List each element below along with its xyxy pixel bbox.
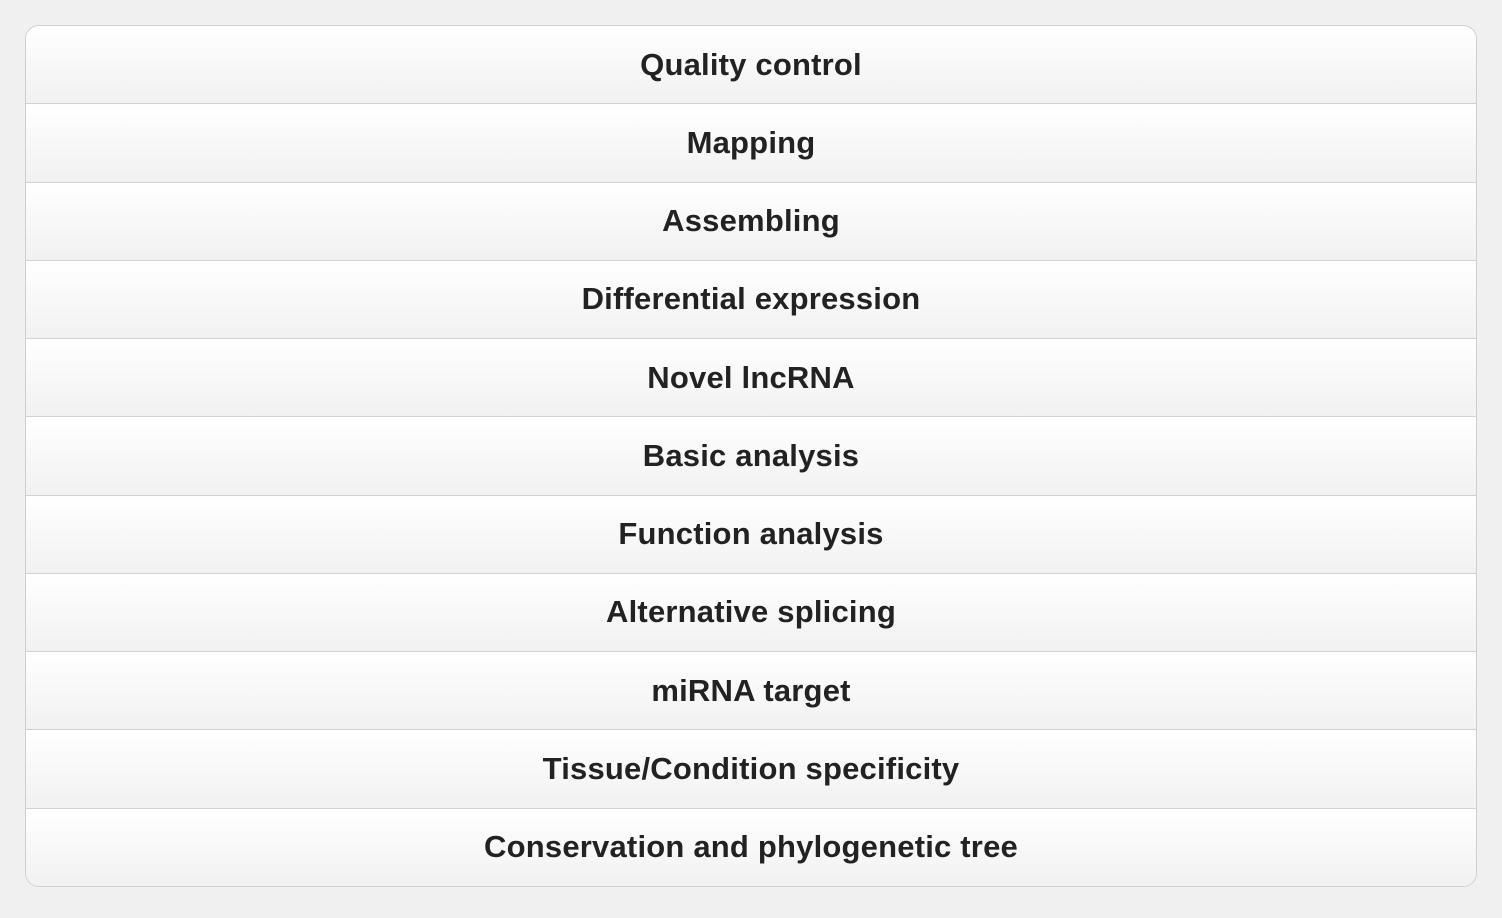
menu-item-mapping[interactable]: Mapping xyxy=(26,104,1476,183)
menu-item-differential-expression[interactable]: Differential expression xyxy=(26,260,1476,340)
menu-item-novel-lncrna[interactable]: Novel lncRNA xyxy=(26,339,1476,418)
menu-item-label: Mapping xyxy=(686,124,816,160)
menu-item-label: Differential expression xyxy=(581,281,921,317)
menu-item-label: Assembling xyxy=(662,203,840,239)
menu-item-label: Basic analysis xyxy=(642,437,860,473)
menu-item-label: Conservation and phylogenetic tree xyxy=(484,829,1018,865)
menu-item-label: Tissue/Condition specificity xyxy=(542,751,960,787)
menu-item-alternative-splicing[interactable]: Alternative splicing xyxy=(26,573,1476,653)
menu-item-conservation-phylogenetic-tree[interactable]: Conservation and phylogenetic tree xyxy=(26,808,1476,886)
menu-item-label: Novel lncRNA xyxy=(647,359,855,395)
menu-item-label: Alternative splicing xyxy=(606,594,896,630)
menu-item-label: Quality control xyxy=(640,46,862,82)
analysis-menu: Quality control Mapping Assembling Diffe… xyxy=(25,25,1477,887)
menu-item-quality-control[interactable]: Quality control xyxy=(26,26,1476,105)
menu-item-label: miRNA target xyxy=(651,672,851,708)
menu-item-function-analysis[interactable]: Function analysis xyxy=(26,495,1476,574)
menu-item-assembling[interactable]: Assembling xyxy=(26,182,1476,261)
menu-item-basic-analysis[interactable]: Basic analysis xyxy=(26,417,1476,496)
menu-item-tissue-condition-specificity[interactable]: Tissue/Condition specificity xyxy=(26,730,1476,809)
menu-item-mirna-target[interactable]: miRNA target xyxy=(26,652,1476,731)
menu-item-label: Function analysis xyxy=(618,516,884,552)
